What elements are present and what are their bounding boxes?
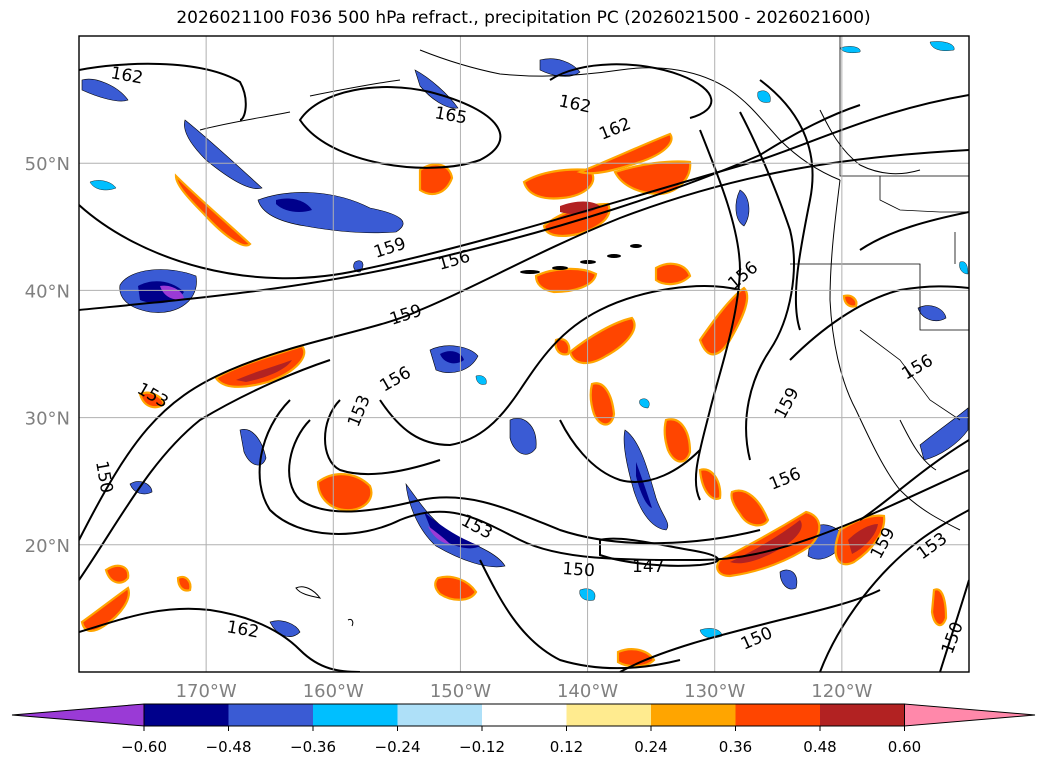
- colorbar-extend-high: [904, 703, 1036, 727]
- latitude-label: 30°N: [25, 409, 70, 430]
- colorbar-tick-label: −0.24: [375, 738, 421, 756]
- colorbar-tick-label: 0.12: [550, 738, 583, 756]
- colorbar-tick-label: 0.60: [888, 738, 921, 756]
- precip-shading: [80, 41, 969, 668]
- map-border: [78, 35, 970, 673]
- colorbar-swatch: [651, 704, 736, 726]
- latitude-label: 40°N: [25, 281, 70, 302]
- longitude-label: 120°W: [811, 681, 872, 702]
- colorbar-swatch: [820, 704, 905, 726]
- latitude-label: 50°N: [25, 154, 70, 175]
- gridlines: [79, 36, 969, 672]
- longitude-labels: 170°W 160°W 150°W 140°W 130°W 120°W: [176, 681, 873, 702]
- longitude-label: 140°W: [557, 681, 618, 702]
- contour-label: 150: [562, 559, 596, 581]
- colorbar-tick-label: −0.48: [206, 738, 252, 756]
- colorbar-swatch: [566, 704, 651, 726]
- colorbar-tick-label: 0.36: [719, 738, 752, 756]
- political-borders: [790, 36, 969, 421]
- longitude-label: 170°W: [176, 681, 237, 702]
- longitude-label: 130°W: [684, 681, 745, 702]
- colorbar-tick-label: 0.48: [803, 738, 836, 756]
- coastlines: [199, 49, 961, 627]
- latitude-labels: 50°N 40°N 30°N 20°N: [25, 154, 70, 557]
- dark-streaks: [520, 244, 642, 274]
- colorbar-tick-label: −0.36: [290, 738, 336, 756]
- colorbar-swatch: [313, 704, 398, 726]
- map-frame: [79, 36, 969, 672]
- colorbar-outline: [143, 703, 905, 727]
- longitude-label: 160°W: [303, 681, 364, 702]
- refractivity-contours: [79, 62, 969, 672]
- latitude-label: 20°N: [25, 536, 70, 557]
- colorbar-tick-label: −0.12: [459, 738, 505, 756]
- longitude-label: 150°W: [430, 681, 491, 702]
- colorbar-swatch: [144, 704, 229, 726]
- colorbar-swatch: [228, 704, 313, 726]
- colorbar-extend-low: [11, 703, 145, 727]
- colorbar: −0.60 −0.48 −0.36 −0.24 −0.12 0.12 0.24 0.36 0.4…: [11, 703, 1036, 756]
- map-title: 2026021100 F036 500 hPa refract., precip…: [176, 8, 871, 28]
- colorbar-swatch: [397, 704, 482, 726]
- colorbar-swatch: [482, 704, 567, 726]
- colorbar-tick-label: −0.60: [121, 738, 167, 756]
- contour-label: 147: [632, 557, 664, 577]
- colorbar-swatch: [735, 704, 820, 726]
- colorbar-tick-label: 0.24: [634, 738, 667, 756]
